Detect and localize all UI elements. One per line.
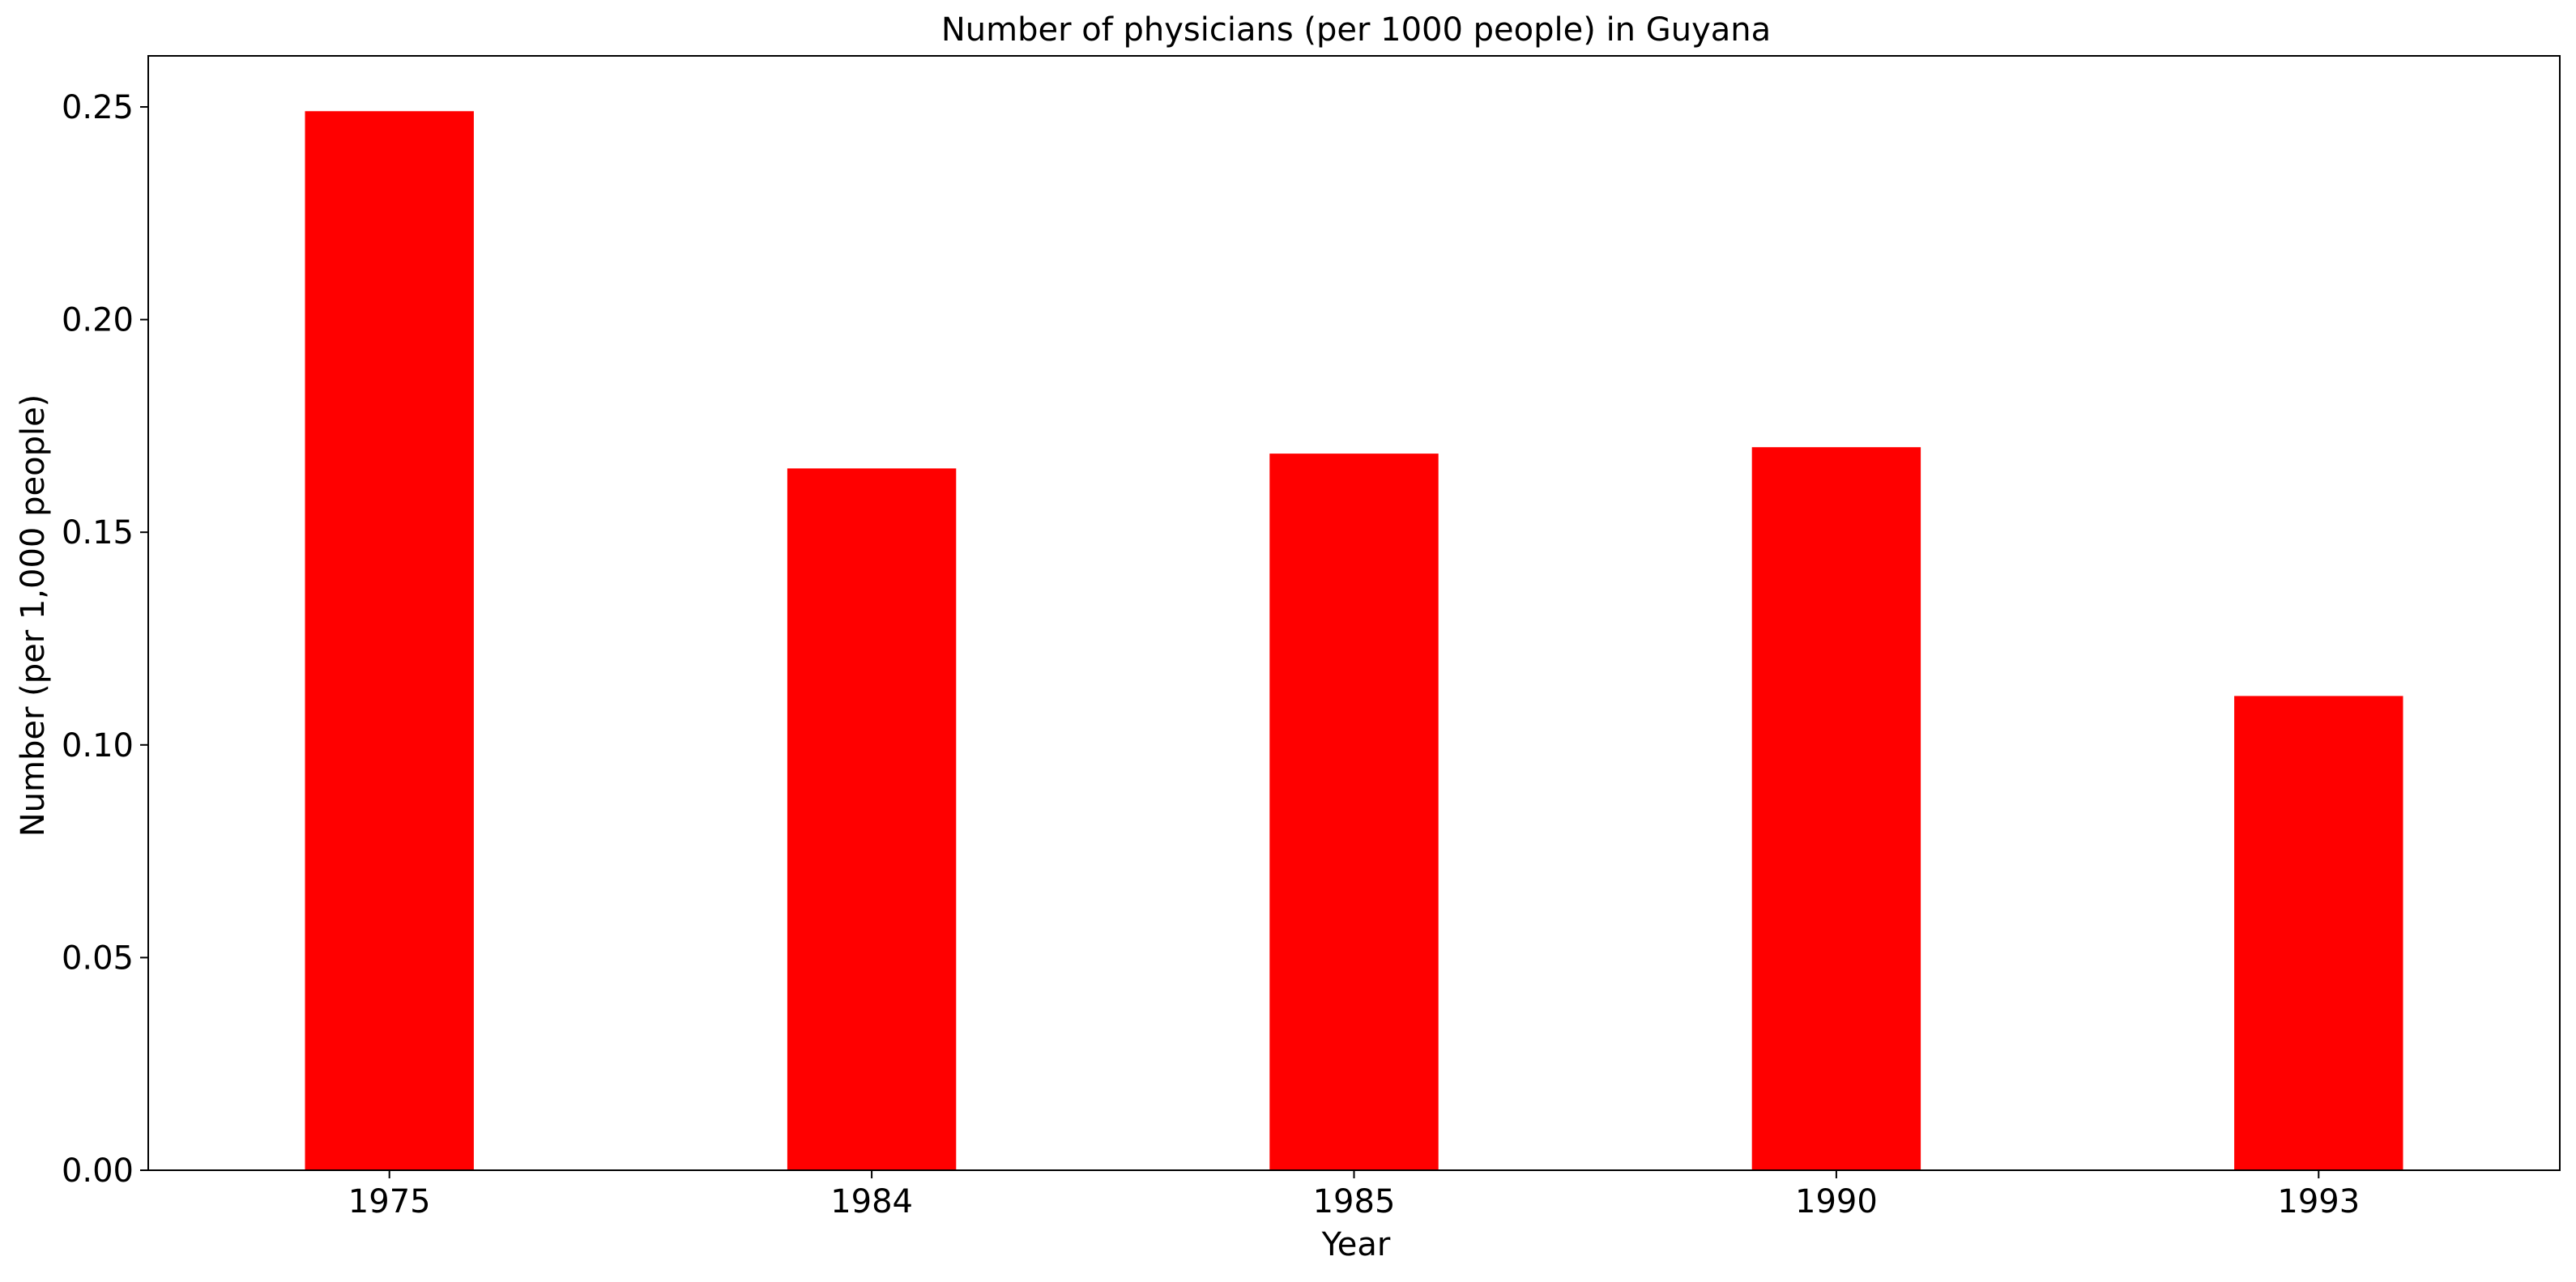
bar-1984 (787, 468, 957, 1170)
x-tick-label: 1990 (1795, 1183, 1878, 1220)
x-axis-label: Year (1321, 1226, 1391, 1263)
y-tick-label: 0.10 (62, 727, 134, 765)
bars-layer (305, 111, 2403, 1170)
bar-1993 (2234, 696, 2403, 1170)
y-tick-label: 0.05 (62, 939, 134, 977)
y-axis-label: Number (per 1,000 people) (15, 394, 52, 837)
x-tick-label: 1975 (348, 1183, 431, 1220)
y-tick-label: 0.20 (62, 302, 134, 339)
x-tick-label: 1985 (1313, 1183, 1396, 1220)
y-tick-label: 0.15 (62, 514, 134, 552)
axes-layer: 1975 1984 1985 1990 1993 0.00 0.05 0.10 0.15 0.20… (62, 55, 2561, 1220)
bar-1990 (1751, 447, 1921, 1170)
plot-frame (147, 55, 2561, 1171)
x-tick-label: 1984 (830, 1183, 913, 1220)
bar-1985 (1269, 454, 1439, 1170)
bar-1975 (305, 111, 474, 1170)
chart-title: Number of physicians (per 1000 people) i… (941, 11, 1771, 49)
y-tick-label: 0.00 (62, 1152, 134, 1190)
y-tick-label: 0.25 (62, 89, 134, 126)
x-tick-label: 1993 (2277, 1183, 2360, 1220)
